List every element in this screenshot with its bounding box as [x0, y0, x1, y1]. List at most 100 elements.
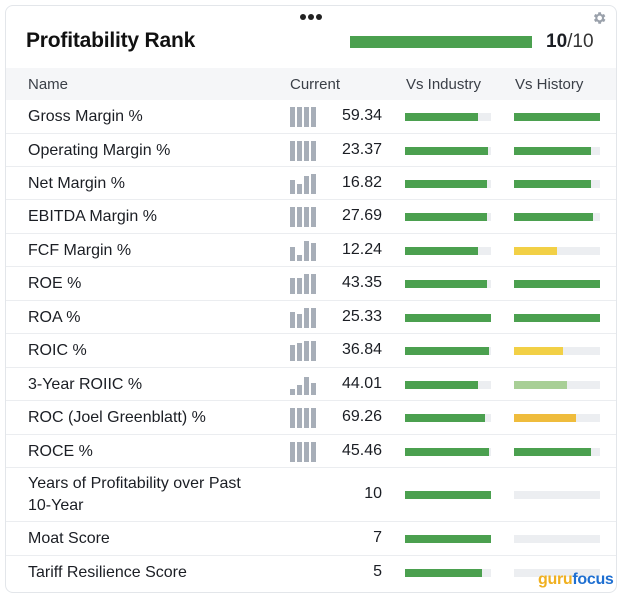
sparkline-bar [290, 207, 295, 227]
metric-value: 10 [364, 485, 382, 502]
vs-industry-bar [405, 491, 491, 499]
trend-sparkline[interactable] [290, 307, 316, 328]
sparkline-bar [290, 311, 295, 328]
sparkline-bar [290, 140, 295, 161]
vs-industry-bar-fill [405, 380, 478, 389]
table-row[interactable]: Years of Profitability over Past 10-Year… [6, 468, 616, 522]
vs-industry-bar [405, 179, 491, 188]
gurufocus-logo: gurufocus [538, 571, 614, 588]
sparkline-bar [304, 376, 309, 395]
sparkline-bar [311, 274, 316, 294]
sparkline-bar [311, 173, 316, 194]
table-row[interactable]: FCF Margin % 12.24 [6, 234, 616, 267]
trend-sparkline[interactable] [290, 173, 316, 194]
sparkline-bar [297, 140, 302, 161]
vs-history-bar [514, 569, 600, 577]
vs-industry-bar [405, 146, 491, 155]
sparkline-bar [290, 388, 295, 395]
gear-icon[interactable] [591, 10, 607, 26]
trend-sparkline[interactable] [290, 341, 316, 361]
sparkline-bar [311, 242, 316, 261]
vs-history-bar [514, 535, 600, 543]
vs-industry-bar [405, 213, 491, 221]
trend-sparkline[interactable] [290, 375, 316, 395]
sparkline-bar [290, 179, 295, 194]
more-options-icon[interactable] [300, 14, 322, 20]
vs-history-bar-fill [514, 213, 593, 221]
metric-value: 27.69 [341, 207, 382, 224]
metric-name: FCF Margin % [28, 241, 132, 259]
sparkline-bar [297, 183, 302, 194]
vs-history-bar [514, 447, 600, 456]
vs-industry-bar-fill [405, 347, 489, 355]
vs-history-bar [514, 113, 600, 121]
metric-value: 23.37 [341, 140, 382, 158]
sparkline-bar [311, 341, 316, 361]
metric-name: ROE % [28, 275, 82, 292]
table-row[interactable]: ROE % 43.35 [6, 267, 616, 301]
vs-industry-bar [405, 414, 491, 422]
table-row[interactable]: ROC (Joel Greenblatt) % 69.26 [6, 401, 616, 435]
table-row[interactable]: Tariff Resilience Score 5 [6, 556, 616, 590]
vs-industry-bar-fill [405, 414, 485, 422]
vs-history-bar [514, 179, 600, 188]
trend-sparkline[interactable] [290, 408, 316, 428]
trend-sparkline[interactable] [290, 274, 316, 294]
sparkline-bar [290, 278, 295, 294]
trend-sparkline[interactable] [290, 140, 316, 161]
metric-value: 12.24 [341, 240, 382, 258]
vs-industry-bar-fill [405, 213, 487, 221]
sparkline-bar [311, 107, 316, 127]
sparkline-bar [297, 408, 302, 428]
vs-history-bar [514, 213, 600, 221]
table-row[interactable]: Moat Score 7 [6, 522, 616, 556]
trend-sparkline[interactable] [290, 207, 316, 227]
sparkline-bar [311, 382, 316, 395]
metric-value: 16.82 [341, 173, 382, 191]
vs-history-bar [514, 246, 600, 255]
col-vs-industry: Vs Industry [406, 76, 482, 93]
metric-name: ROA % [28, 308, 81, 326]
sparkline-bar [311, 140, 316, 161]
metric-name: Moat Score [28, 530, 110, 547]
vs-industry-bar [405, 113, 491, 121]
sparkline-bar [290, 246, 295, 261]
metric-value: 7 [373, 529, 382, 546]
metric-name: Years of Profitability over Past 10-Year [28, 475, 241, 514]
vs-industry-bar-fill [405, 535, 491, 543]
metric-value: 59.34 [341, 107, 382, 124]
table-row[interactable]: Gross Margin % 59.34 [6, 100, 616, 134]
trend-sparkline[interactable] [290, 441, 316, 462]
table-row[interactable]: ROIC % 36.84 [6, 334, 616, 368]
table-row[interactable]: ROA % 25.33 [6, 301, 616, 334]
table-row[interactable]: Operating Margin % 23.37 [6, 134, 616, 167]
vs-history-bar [514, 146, 600, 155]
sparkline-bar [297, 107, 302, 127]
table-row[interactable]: ROCE % 45.46 [6, 435, 616, 468]
sparkline-bar [311, 441, 316, 462]
metric-value: 45.46 [341, 441, 382, 459]
sparkline-bar [290, 408, 295, 428]
vs-industry-bar-fill [405, 113, 478, 121]
sparkline-bar [311, 207, 316, 227]
table-row[interactable]: 3-Year ROIIC % 44.01 [6, 368, 616, 401]
vs-industry-bar-fill [405, 146, 488, 155]
sparkline-bar [304, 140, 309, 161]
metric-value: 44.01 [341, 374, 382, 392]
trend-sparkline[interactable] [290, 107, 316, 127]
sparkline-bar [297, 343, 302, 361]
sparkline-bar [297, 254, 302, 261]
metric-name: 3-Year ROIIC % [28, 375, 143, 393]
vs-history-bar [514, 280, 600, 288]
sparkline-bar [304, 240, 309, 261]
sparkline-bar [290, 107, 295, 127]
trend-sparkline[interactable] [290, 240, 316, 261]
metric-name: ROIC % [28, 342, 87, 359]
table-row[interactable]: Net Margin % 16.82 [6, 167, 616, 200]
sparkline-bar [297, 278, 302, 294]
metric-value: 43.35 [341, 274, 382, 291]
table-row[interactable]: EBITDA Margin % 27.69 [6, 200, 616, 234]
metric-value: 36.84 [341, 341, 382, 358]
card-title: Profitability Rank [26, 29, 196, 52]
sparkline-bar [304, 441, 309, 462]
